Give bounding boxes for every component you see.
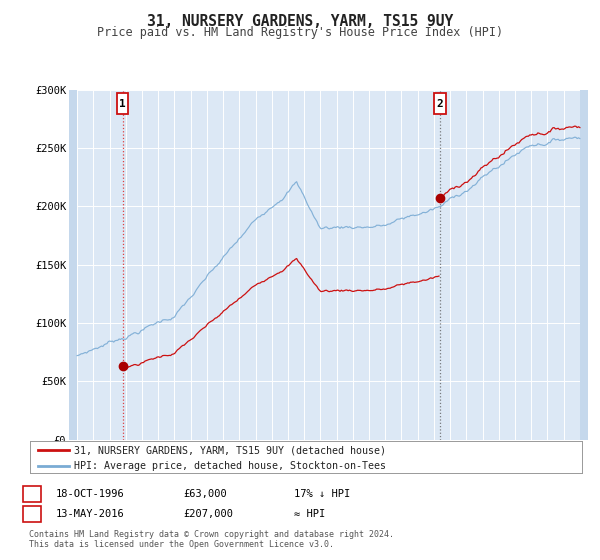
Text: 18-OCT-1996: 18-OCT-1996 <box>56 489 125 499</box>
Text: Contains HM Land Registry data © Crown copyright and database right 2024.: Contains HM Land Registry data © Crown c… <box>29 530 394 539</box>
Text: 13-MAY-2016: 13-MAY-2016 <box>56 509 125 519</box>
Text: 1: 1 <box>119 99 126 109</box>
Text: 31, NURSERY GARDENS, YARM, TS15 9UY (detached house): 31, NURSERY GARDENS, YARM, TS15 9UY (det… <box>74 445 386 455</box>
Text: £207,000: £207,000 <box>183 509 233 519</box>
Text: 31, NURSERY GARDENS, YARM, TS15 9UY: 31, NURSERY GARDENS, YARM, TS15 9UY <box>147 14 453 29</box>
Text: 2: 2 <box>437 99 443 109</box>
Text: 2: 2 <box>29 509 35 519</box>
Bar <box>117 93 128 114</box>
Bar <box>69 90 77 440</box>
Bar <box>580 90 588 440</box>
Bar <box>434 93 446 114</box>
Text: 17% ↓ HPI: 17% ↓ HPI <box>294 489 350 499</box>
Text: This data is licensed under the Open Government Licence v3.0.: This data is licensed under the Open Gov… <box>29 540 334 549</box>
Text: 1: 1 <box>29 489 35 499</box>
Text: Price paid vs. HM Land Registry's House Price Index (HPI): Price paid vs. HM Land Registry's House … <box>97 26 503 39</box>
Text: ≈ HPI: ≈ HPI <box>294 509 325 519</box>
Text: HPI: Average price, detached house, Stockton-on-Tees: HPI: Average price, detached house, Stoc… <box>74 461 386 471</box>
Text: £63,000: £63,000 <box>183 489 227 499</box>
